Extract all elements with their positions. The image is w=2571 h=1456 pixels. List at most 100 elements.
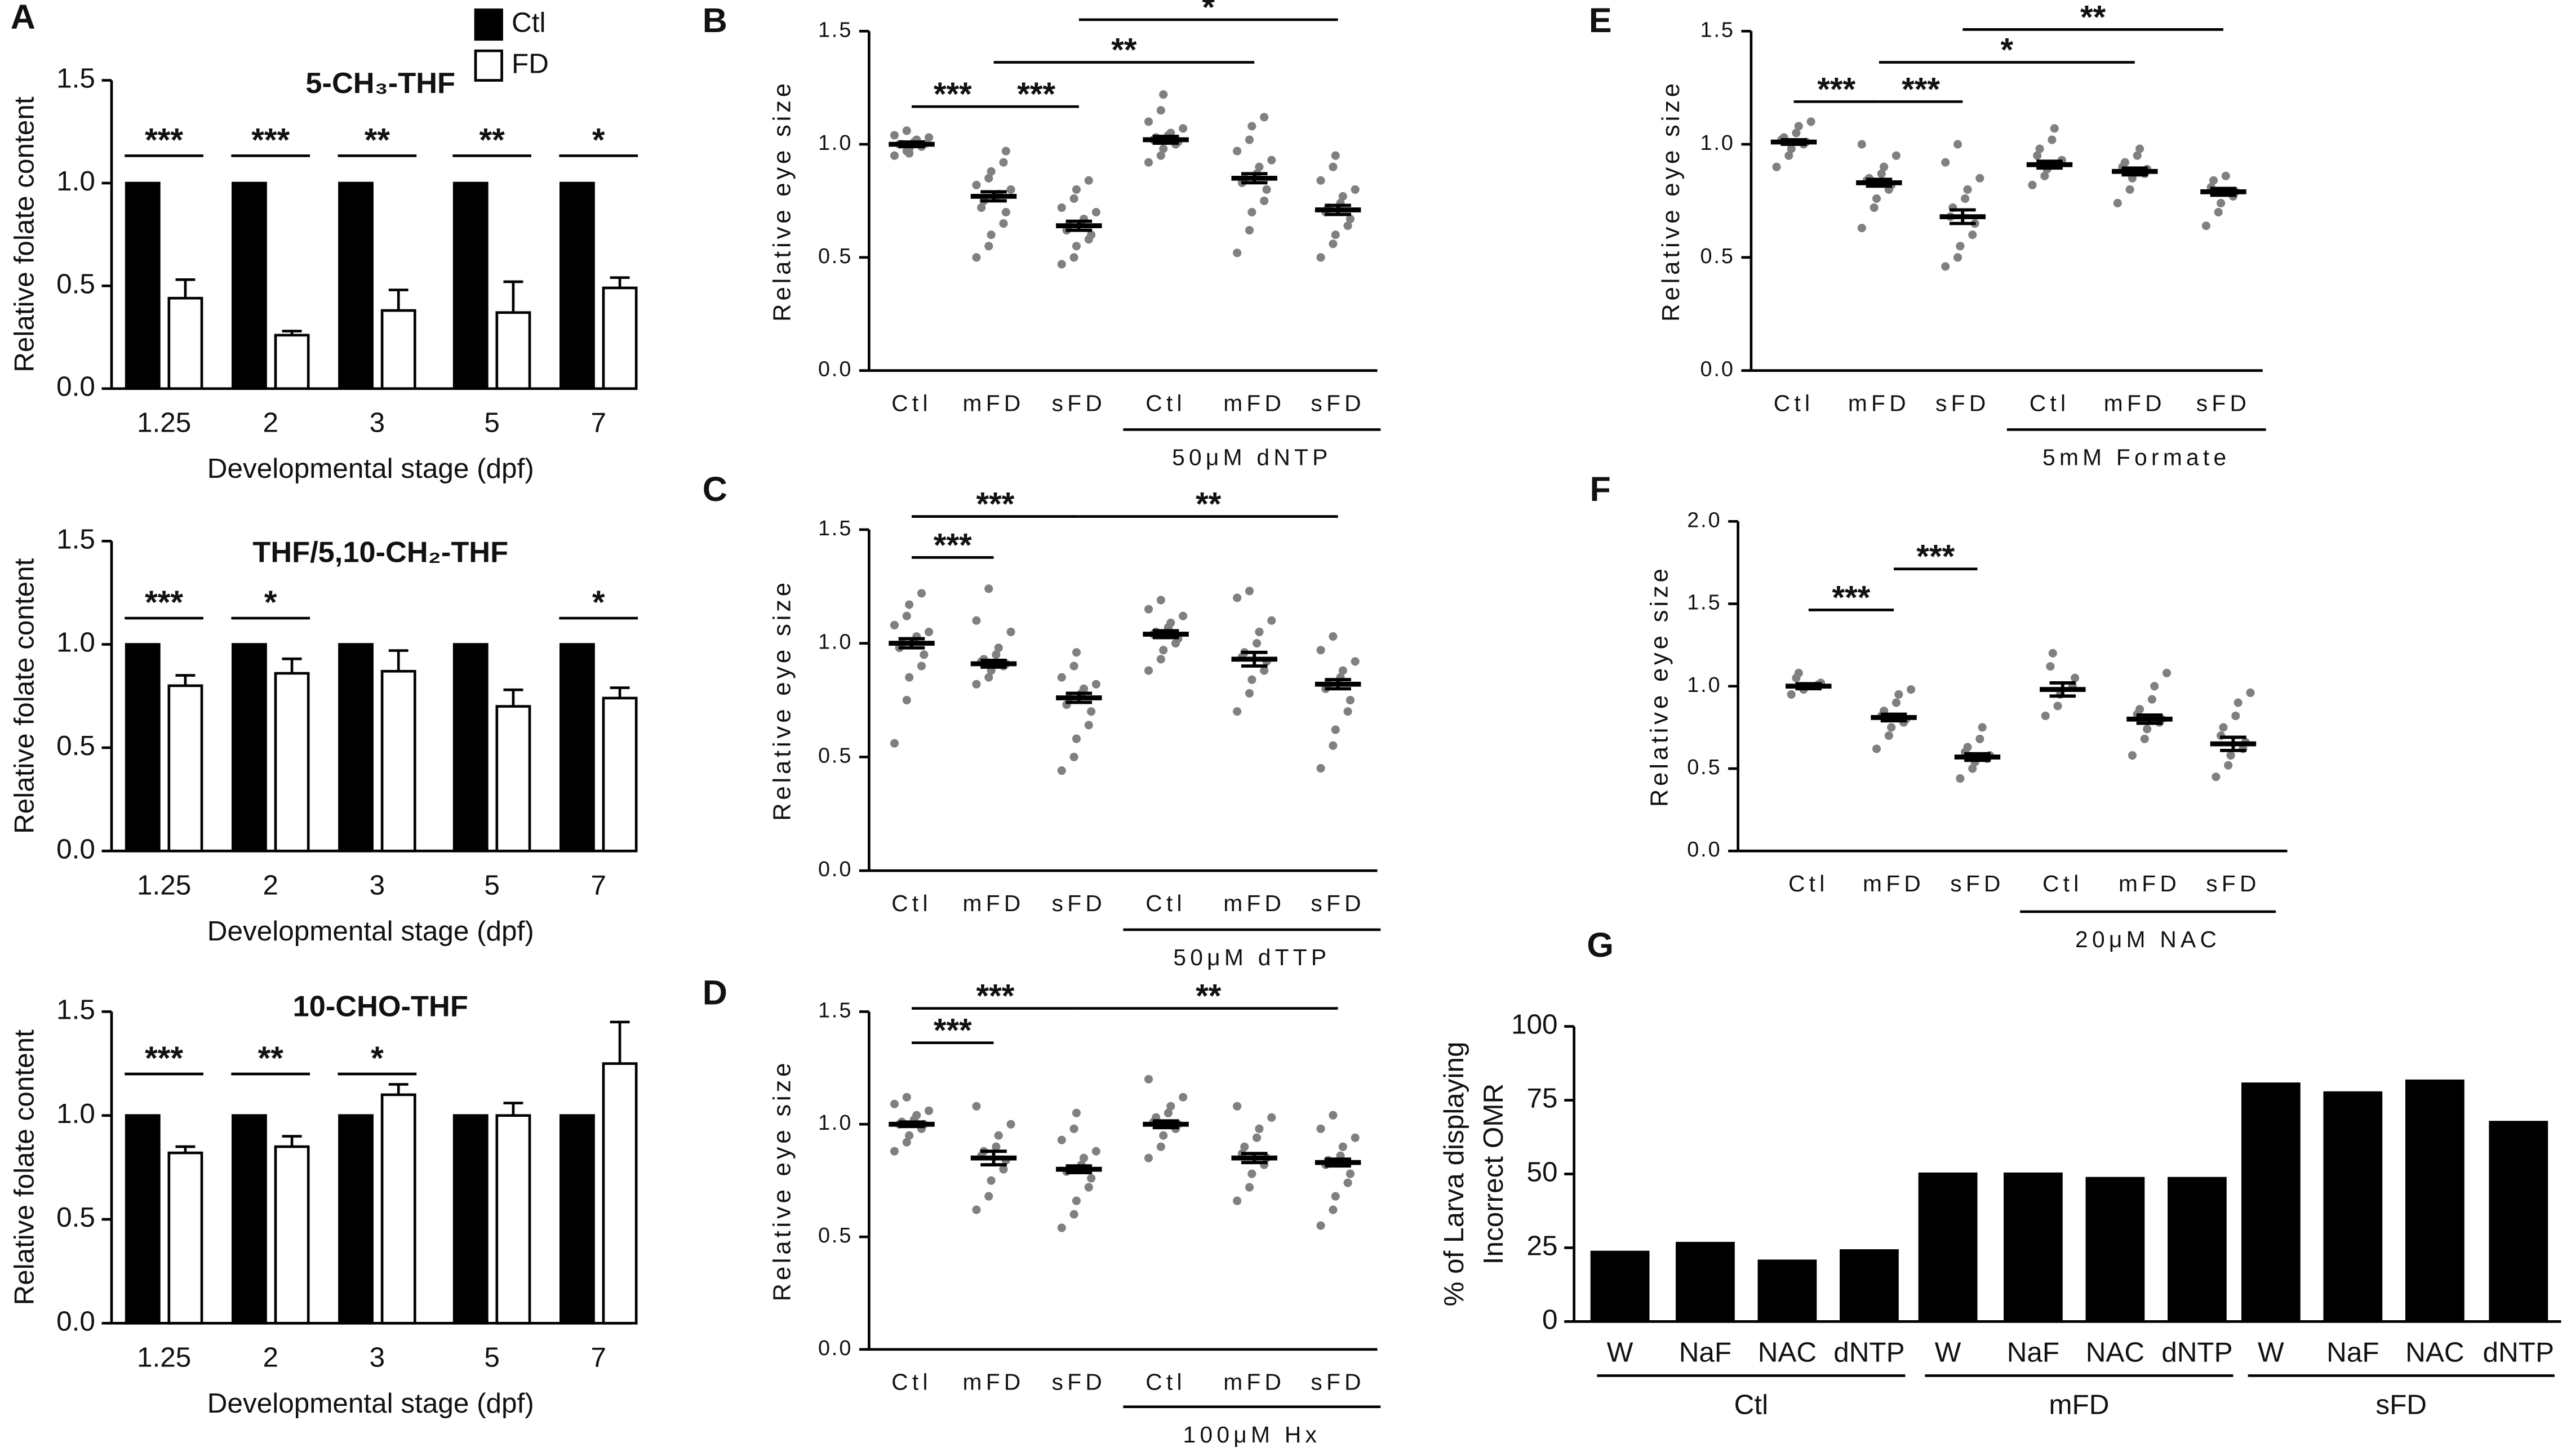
y-tick-label: 25 bbox=[1527, 1231, 1558, 1262]
legend-label: FD bbox=[512, 48, 549, 79]
significance-label: * bbox=[592, 122, 605, 159]
y-tick-label: 0.0 bbox=[818, 358, 852, 381]
data-point bbox=[1891, 698, 1901, 707]
data-point bbox=[1091, 207, 1100, 217]
data-point bbox=[1069, 194, 1078, 203]
data-point bbox=[2113, 198, 2122, 208]
x-tick-label: sFD bbox=[1052, 890, 1106, 916]
data-point bbox=[987, 230, 996, 239]
significance-label: *** bbox=[934, 76, 972, 113]
error-bar bbox=[175, 1145, 196, 1153]
x-tick-label: NaF bbox=[1679, 1337, 1731, 1368]
data-point bbox=[890, 131, 899, 140]
y-tick-label: 0.5 bbox=[56, 268, 95, 299]
y-tick-label: 0.5 bbox=[56, 1202, 95, 1233]
data-point bbox=[999, 219, 1008, 228]
data-point bbox=[1346, 215, 1355, 224]
bar bbox=[452, 643, 489, 853]
data-point bbox=[902, 611, 911, 620]
data-point bbox=[1316, 253, 1325, 262]
data-point bbox=[1260, 113, 1269, 122]
x-tick-label: W bbox=[1607, 1337, 1633, 1368]
legend-swatch bbox=[474, 8, 503, 41]
data-point bbox=[1329, 1205, 1338, 1214]
x-tick-label: mFD bbox=[2104, 390, 2166, 416]
sem-bar bbox=[1880, 712, 1907, 723]
sem-bar bbox=[2220, 735, 2246, 752]
y-tick-label: 0.5 bbox=[818, 1224, 852, 1248]
data-point bbox=[1961, 194, 1970, 203]
data-point bbox=[1884, 731, 1893, 740]
significance-label: ** bbox=[258, 1040, 284, 1077]
data-point bbox=[905, 673, 914, 682]
data-point bbox=[1968, 764, 1977, 773]
data-point bbox=[1331, 725, 1340, 734]
x-tick-label: sFD bbox=[1311, 390, 1365, 416]
x-tick-label: 3 bbox=[370, 869, 385, 900]
data-point bbox=[1975, 734, 1984, 743]
data-point bbox=[1941, 158, 1950, 167]
data-point bbox=[1144, 666, 1153, 675]
bar bbox=[338, 181, 374, 390]
data-point bbox=[1338, 192, 1347, 201]
data-point bbox=[902, 695, 911, 705]
significance-label: *** bbox=[976, 978, 1014, 1015]
data-point bbox=[1316, 176, 1325, 185]
sem-bar bbox=[1866, 177, 1893, 188]
data-point bbox=[1975, 174, 1984, 183]
x-tick-label: Ctl bbox=[2042, 871, 2083, 896]
data-point bbox=[905, 1131, 914, 1140]
data-point bbox=[1159, 144, 1168, 153]
error-bar bbox=[610, 1020, 630, 1064]
sem-bar bbox=[1950, 208, 1976, 225]
legend-swatch bbox=[474, 49, 503, 82]
data-point bbox=[2224, 761, 2233, 770]
data-point bbox=[1857, 140, 1866, 149]
data-point bbox=[1351, 185, 1360, 194]
error-bar bbox=[282, 657, 302, 673]
y-tick-label: 0 bbox=[1542, 1304, 1558, 1335]
data-point bbox=[2143, 725, 2152, 734]
x-tick-label: Ctl bbox=[1145, 1369, 1186, 1395]
data-point bbox=[1069, 1210, 1078, 1219]
data-point bbox=[1316, 1221, 1325, 1230]
error-bar bbox=[175, 278, 196, 299]
data-point bbox=[890, 151, 899, 160]
data-point bbox=[2163, 668, 2172, 677]
bar bbox=[452, 1114, 489, 1325]
data-point bbox=[2217, 198, 2226, 208]
data-point bbox=[1164, 1108, 1173, 1117]
data-point bbox=[1179, 124, 1188, 133]
y-tick-label: 0.5 bbox=[818, 744, 852, 767]
data-point bbox=[984, 1192, 993, 1201]
data-point bbox=[1245, 1183, 1254, 1192]
error-bar bbox=[610, 276, 630, 288]
sem-bar bbox=[1795, 682, 1822, 691]
sem-bar bbox=[2210, 187, 2237, 197]
data-point bbox=[1857, 224, 1866, 233]
data-point bbox=[1267, 616, 1276, 625]
y-tick-label: 0.0 bbox=[818, 1337, 852, 1360]
y-tick-label: 0.0 bbox=[56, 1306, 95, 1337]
y-axis-label: Relative eye size bbox=[1645, 565, 1673, 807]
panel-letter: D bbox=[703, 973, 727, 1011]
sem-bar bbox=[1241, 650, 1268, 668]
data-point bbox=[1245, 135, 1254, 144]
bar bbox=[232, 643, 267, 853]
bar bbox=[1918, 1172, 1978, 1322]
y-axis-label: Incorrect OMR bbox=[1478, 1084, 1509, 1264]
data-point bbox=[1253, 1133, 1262, 1142]
data-point bbox=[1156, 151, 1165, 160]
y-tick-label: 1.5 bbox=[818, 517, 852, 540]
sem-bar bbox=[898, 140, 925, 148]
bar bbox=[167, 296, 203, 390]
bar bbox=[495, 705, 531, 853]
data-point bbox=[920, 650, 929, 659]
data-point bbox=[1260, 666, 1269, 675]
significance-label: ** bbox=[1196, 486, 1222, 523]
data-point bbox=[1144, 1075, 1153, 1084]
x-tick-label: Ctl bbox=[1145, 390, 1186, 416]
data-point bbox=[1351, 1133, 1360, 1142]
y-axis-label: Relative folate content bbox=[9, 1029, 40, 1306]
data-point bbox=[902, 1093, 911, 1102]
